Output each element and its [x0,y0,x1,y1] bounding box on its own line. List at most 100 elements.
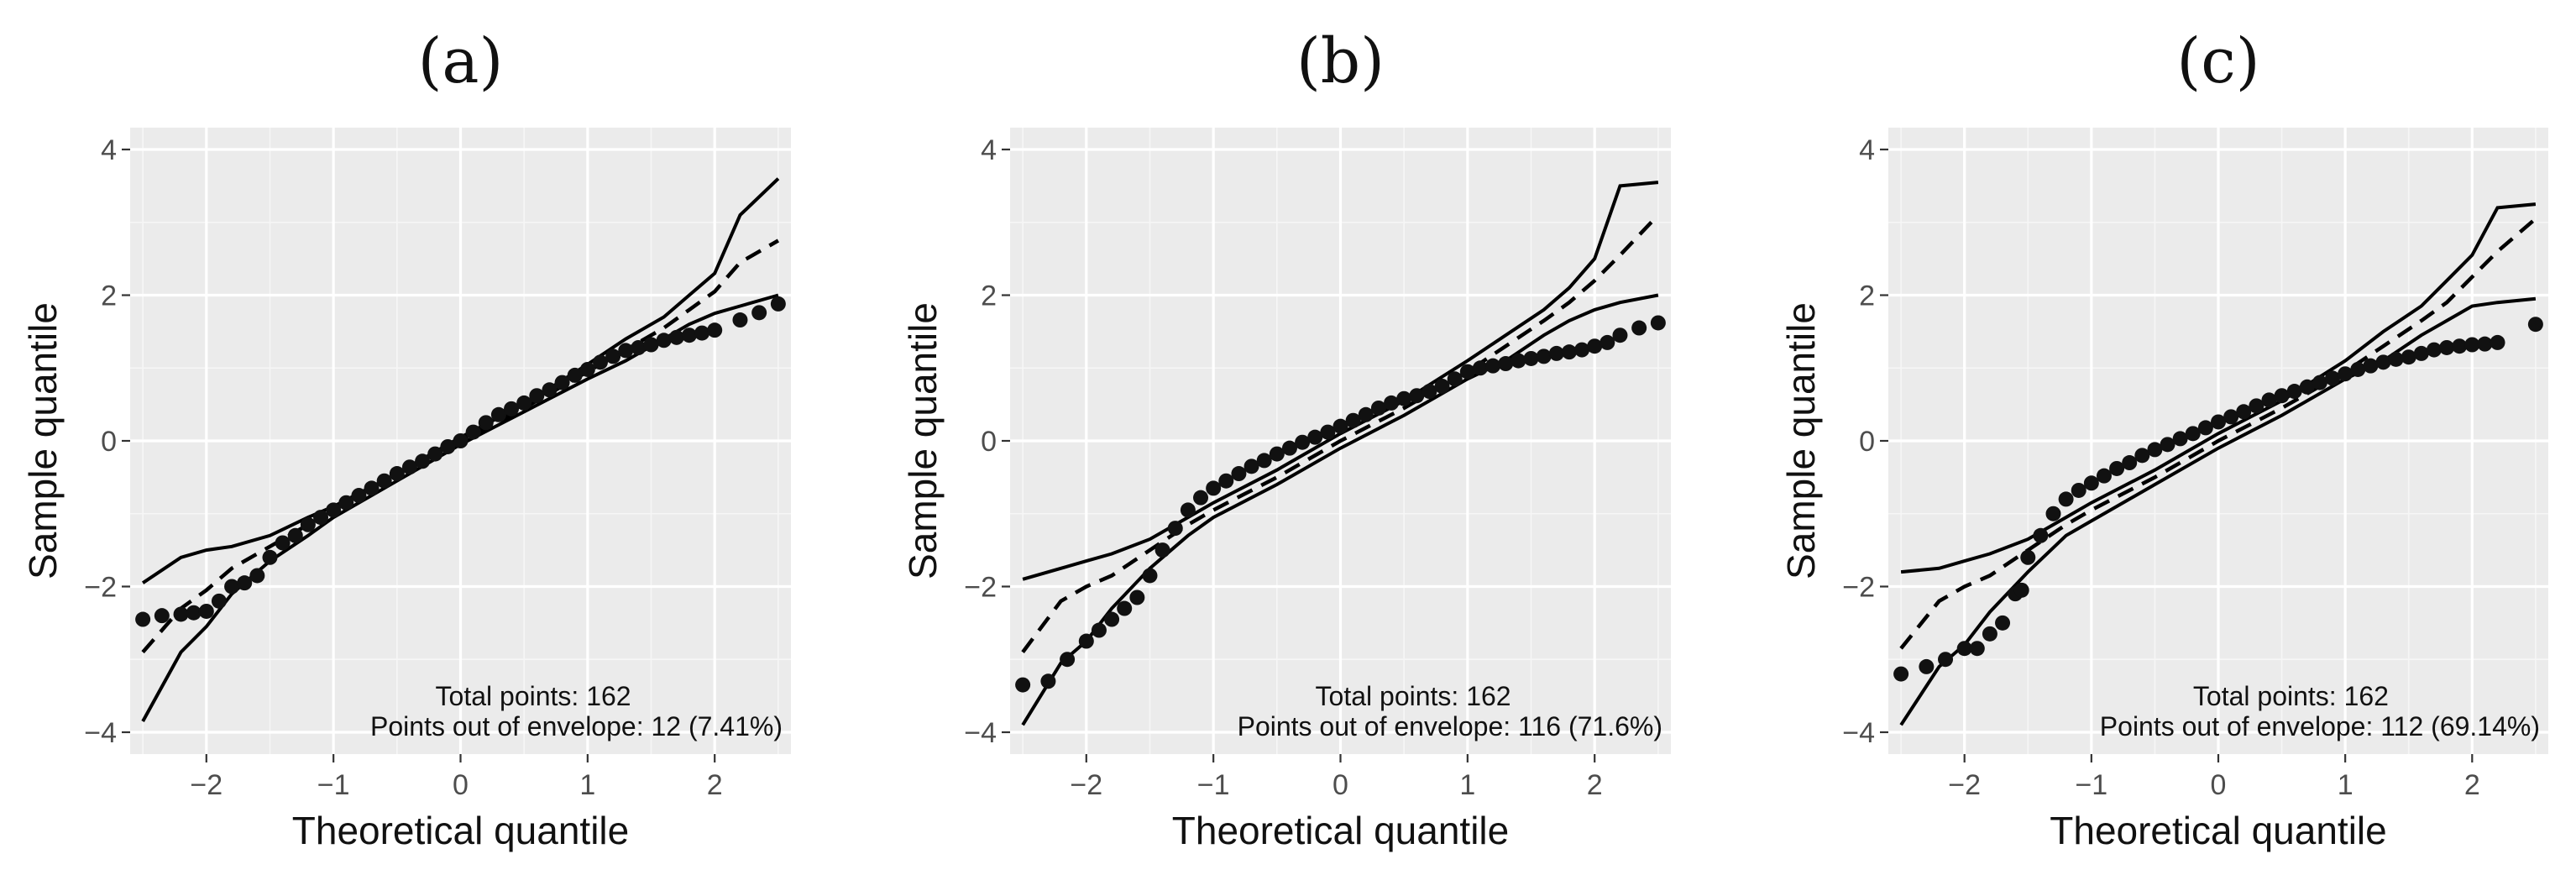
data-point [732,312,748,328]
data-point [694,325,710,341]
data-point [504,401,520,417]
upper-envelope-line [1900,202,2537,574]
panel-title: (a) [418,25,504,97]
y-tick-label: −2 [1842,571,1875,603]
y-tick-label: 2 [1859,280,1875,312]
x-tick-label: 2 [2464,769,2480,801]
data-point [440,438,456,454]
data-point [1078,633,1094,649]
panel-title: (c) [2176,25,2259,97]
data-point [1281,440,1297,456]
y-tick-label: 2 [101,280,117,312]
y-tick-label: −4 [84,717,117,749]
data-point [427,446,443,462]
data-point [2464,337,2480,353]
data-point [186,605,202,621]
data-point [2109,460,2125,476]
data-point [1969,641,1985,657]
annotation-total: Total points: 162 [2193,681,2389,711]
y-tick-label: −4 [1842,717,1875,749]
data-point [592,354,608,370]
data-point [1447,371,1463,387]
data-point [1574,342,1590,358]
data-point [1561,344,1577,360]
data-point [2096,468,2112,484]
lower-envelope-line [1899,296,2537,726]
data-point [262,549,278,565]
data-point [1243,458,1259,474]
data-point [2350,361,2366,377]
data-point [618,343,634,359]
data-point [1459,364,1475,380]
data-point [364,480,380,496]
data-point [2058,491,2074,507]
data-point [1091,622,1107,638]
data-point [554,375,570,390]
data-point [1982,626,1997,642]
x-tick-label: 2 [1587,769,1603,801]
data-point [465,424,481,440]
data-point [300,516,316,532]
data-point [1333,418,1348,434]
data-point [237,575,253,591]
annotation-out-of-envelope: Points out of envelope: 112 (69.14%) [2100,711,2540,741]
data-point [1154,542,1170,558]
data-point [389,466,405,482]
data-point [1307,429,1323,445]
data-point [1040,673,1056,689]
x-tick-label: 0 [453,769,469,801]
data-point [2490,334,2505,350]
data-point [453,433,469,448]
data-point [198,603,214,619]
data-point [1193,490,1209,506]
data-point [1117,600,1133,616]
data-point [2211,414,2226,430]
data-point [2134,448,2150,464]
y-tick-label: −2 [964,571,997,603]
x-tick-label: 2 [707,769,723,801]
data-point [1587,338,1603,354]
x-tick-label: −2 [1070,769,1102,801]
data-point [1650,315,1666,331]
data-point [1995,615,2011,631]
data-point [154,608,170,624]
data-point [313,510,329,526]
data-point [579,361,595,377]
data-point [490,406,506,422]
data-point [1511,353,1526,369]
data-point [1536,348,1552,364]
data-point [1015,677,1031,693]
data-point [1218,473,1234,489]
data-point [326,502,342,518]
data-point [2274,388,2290,404]
data-point [1142,568,1158,584]
data-point [2375,354,2391,370]
data-point [1231,466,1247,482]
median-dashed-line [1899,217,2537,650]
data-point [224,579,240,595]
data-point [1345,412,1361,428]
data-point [631,339,647,355]
data-point [2083,475,2099,491]
data-point [1919,658,1935,674]
y-axis-label: Sample quantile [1779,302,1823,579]
data-point [2338,366,2353,382]
data-point [1104,611,1120,627]
y-tick-label: −4 [964,717,997,749]
y-tick-label: 2 [981,280,997,312]
panel-title: (b) [1296,25,1385,97]
annotation-out-of-envelope: Points out of envelope: 116 (71.6%) [1238,711,1662,741]
data-point [2013,582,2029,598]
data-point [542,382,558,398]
data-point [1256,453,1272,469]
x-tick-label: −1 [1197,769,1230,801]
data-point [351,488,367,504]
data-point [1129,589,1145,605]
data-point [1612,327,1628,343]
data-point [275,535,291,551]
x-tick-label: −2 [1948,769,1981,801]
data-point [2185,426,2201,442]
x-tick-label: −2 [190,769,223,801]
